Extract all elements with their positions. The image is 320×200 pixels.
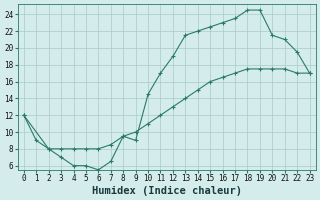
X-axis label: Humidex (Indice chaleur): Humidex (Indice chaleur): [92, 186, 242, 196]
